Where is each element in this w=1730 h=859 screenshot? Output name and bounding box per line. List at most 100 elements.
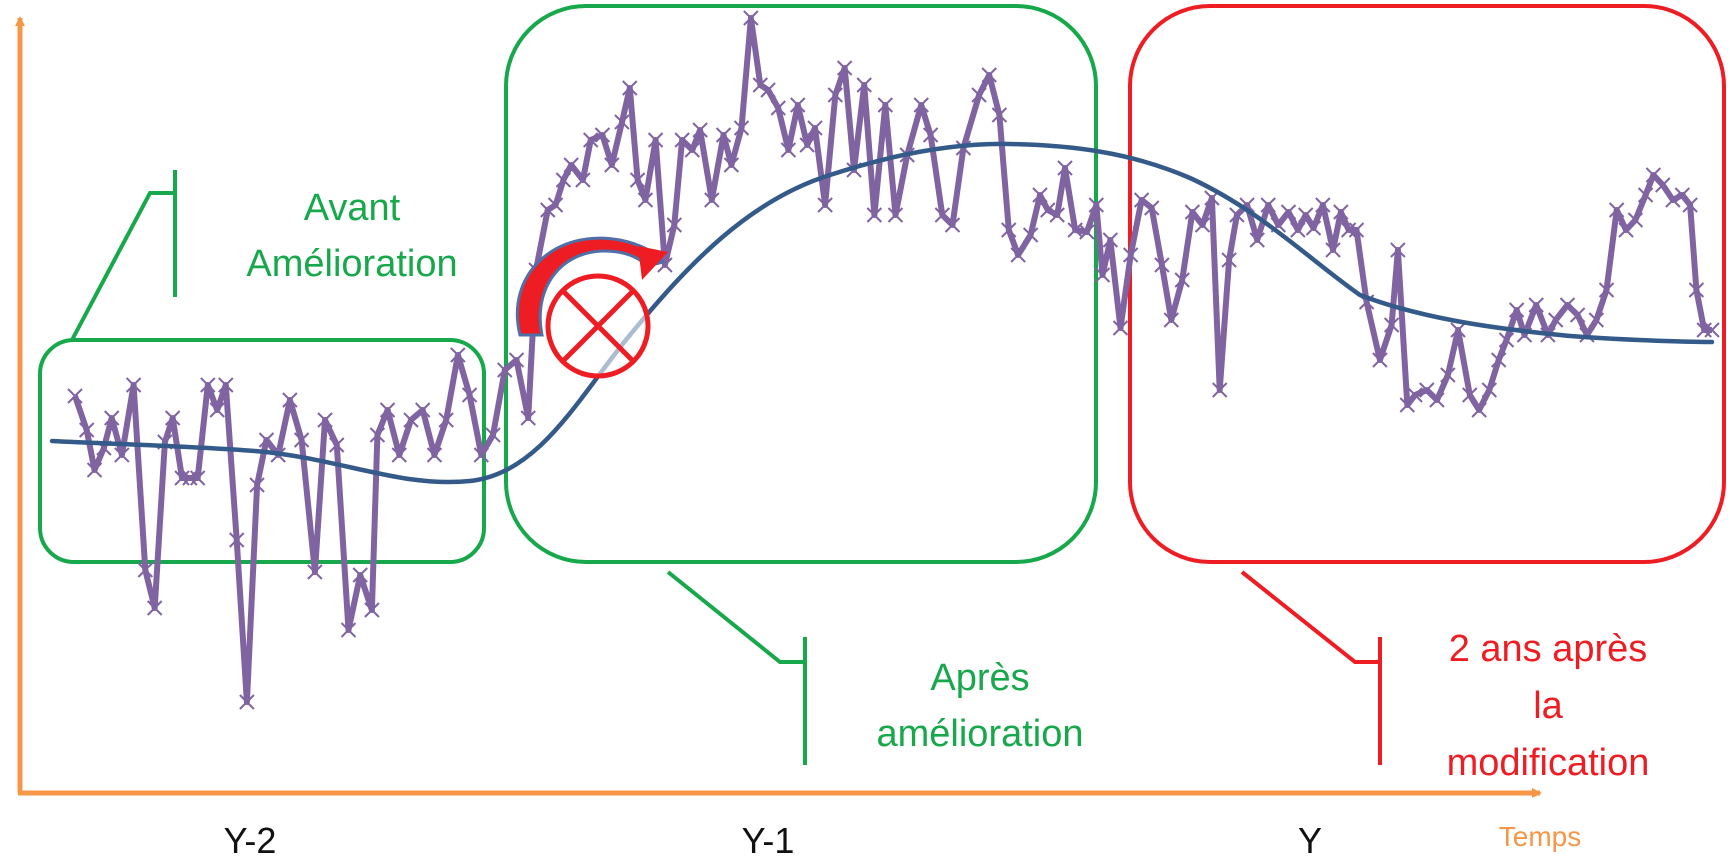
- raw-series-marker: [1194, 217, 1211, 233]
- raw-series-marker: [1704, 322, 1720, 338]
- raw-series-marker: [807, 120, 823, 136]
- raw-series-marker: [1372, 352, 1388, 368]
- raw-series-marker: [666, 217, 683, 233]
- raw-series-marker: [991, 107, 1008, 123]
- raw-series-marker: [1429, 392, 1445, 408]
- raw-series-marker: [1163, 312, 1179, 328]
- raw-series-marker: [1049, 207, 1065, 223]
- raw-series-marker: [866, 207, 883, 223]
- crossed-circle-icon: [545, 273, 651, 379]
- two-years-label-line-2: la: [1533, 685, 1563, 727]
- raw-series-marker: [67, 388, 83, 404]
- raw-series-marker: [922, 127, 939, 143]
- raw-series-marker: [1627, 212, 1644, 228]
- raw-series-marker: [743, 10, 759, 26]
- raw-series-marker: [1001, 222, 1017, 238]
- raw-series-marker: [1528, 297, 1544, 313]
- raw-series-marker: [563, 157, 579, 173]
- raw-series-marker: [1133, 192, 1150, 208]
- raw-series-marker: [1481, 382, 1498, 398]
- after-connector: [666, 570, 805, 664]
- raw-series-marker: [218, 377, 234, 393]
- raw-series-marker: [1588, 312, 1605, 328]
- raw-series-marker: [1040, 202, 1056, 218]
- raw-series-marker: [1696, 322, 1712, 338]
- raw-series-marker: [1333, 204, 1349, 220]
- raw-series-marker: [1471, 402, 1487, 418]
- raw-series-marker: [146, 600, 163, 616]
- raw-series-marker: [790, 97, 806, 113]
- raw-series-marker: [1010, 247, 1026, 263]
- two-years-label-line-3: modification: [1447, 742, 1650, 784]
- raw-series-marker: [1608, 202, 1625, 218]
- raw-series-marker: [604, 157, 620, 173]
- raw-series-marker: [1315, 197, 1331, 213]
- raw-series-marker: [174, 470, 190, 486]
- raw-series-marker: [229, 532, 245, 548]
- two-years-label-line-1: 2 ans après: [1449, 628, 1648, 670]
- raw-series-marker: [1665, 192, 1681, 208]
- raw-series-marker: [817, 197, 833, 213]
- raw-series-marker: [1290, 222, 1306, 238]
- raw-series-marker: [614, 114, 630, 130]
- raw-series-marker: [293, 432, 310, 448]
- after-label-line-1: Après: [930, 657, 1029, 699]
- before-label-line-2: Amélioration: [246, 243, 457, 285]
- raw-series-marker: [1249, 232, 1265, 248]
- raw-series-marker: [1462, 387, 1478, 403]
- raw-series-marker: [1407, 387, 1423, 403]
- raw-series-marker: [438, 412, 454, 428]
- raw-series-marker: [364, 602, 380, 618]
- raw-series-marker: [1260, 197, 1276, 213]
- change-indicator: [515, 236, 668, 379]
- raw-series-marker: [760, 82, 776, 98]
- raw-series-marker: [485, 427, 501, 443]
- raw-series-marker: [836, 60, 853, 76]
- period-label-y: Y: [1298, 820, 1322, 859]
- raw-series-marker: [1498, 332, 1515, 348]
- after-improvement-box: [504, 4, 1098, 564]
- raw-series-marker: [249, 477, 265, 493]
- raw-series-marker: [1450, 322, 1466, 338]
- raw-series-marker: [733, 120, 750, 136]
- raw-series-marker: [827, 87, 843, 103]
- after-label-line-2: amélioration: [877, 713, 1084, 755]
- raw-series-marker: [799, 137, 815, 153]
- raw-series-marker: [981, 67, 997, 83]
- raw-series-marker: [1174, 272, 1190, 288]
- curved-arrow-icon: [515, 236, 666, 337]
- raw-series-marker: [164, 410, 181, 426]
- raw-series-marker: [391, 447, 407, 463]
- raw-series-marker: [1057, 160, 1073, 176]
- raw-series-marker: [1022, 227, 1039, 243]
- raw-series-marker: [1383, 317, 1400, 333]
- before-connector: [70, 191, 175, 341]
- raw-series-marker: [137, 562, 154, 578]
- raw-series-marker: [1154, 257, 1170, 273]
- raw-series-marker: [780, 142, 797, 158]
- raw-series-marker: [887, 207, 904, 223]
- raw-series-marker: [239, 694, 255, 710]
- period-labels: Y-2 Y-1 Y: [224, 820, 1322, 859]
- raw-series-marker: [403, 412, 419, 428]
- raw-series-marker: [1102, 232, 1119, 248]
- raw-series-marker: [647, 132, 664, 148]
- raw-series: [67, 10, 1720, 710]
- raw-series-marker: [1598, 282, 1615, 298]
- raw-series-marker: [1440, 367, 1456, 383]
- raw-series-marker: [1569, 307, 1586, 323]
- raw-series-marker: [622, 80, 638, 96]
- raw-series-marker: [473, 447, 490, 463]
- raw-series-marker: [1221, 252, 1237, 268]
- callout-labels: Avant Amélioration Après amélioration 2 …: [246, 187, 1649, 784]
- raw-series-marker: [715, 127, 732, 143]
- raw-series-marker: [104, 410, 120, 426]
- raw-series-marker: [317, 412, 333, 428]
- raw-series-marker: [1340, 222, 1357, 238]
- raw-series-marker: [971, 87, 987, 103]
- raw-series-markers: [67, 10, 1720, 710]
- raw-series-marker: [497, 362, 513, 378]
- raw-series-marker: [1032, 187, 1048, 203]
- raw-series-marker: [692, 122, 708, 138]
